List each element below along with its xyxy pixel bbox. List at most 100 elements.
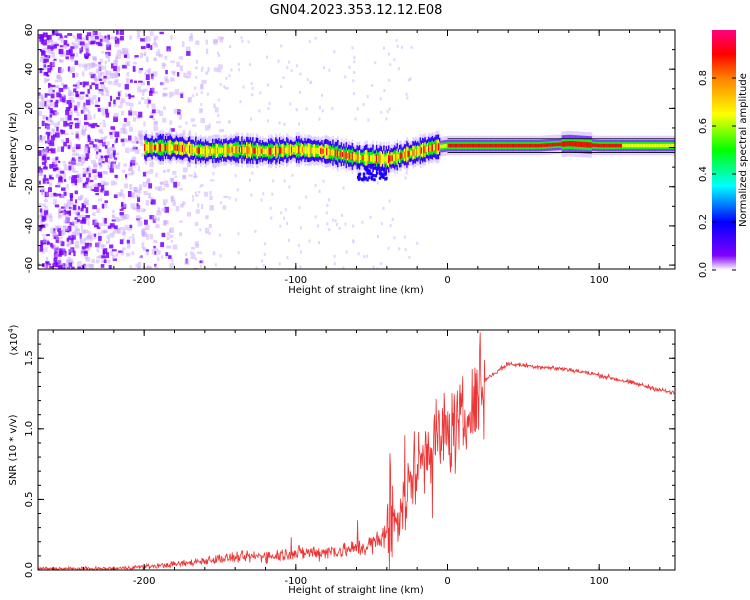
- spectrogram-noise-cell: [113, 80, 118, 86]
- spectrogram-cell: [333, 150, 336, 156]
- spectrogram-noise-cell: [145, 36, 151, 42]
- spectrogram-noise-cell: [71, 66, 75, 72]
- spectrogram-noise-cell: [63, 203, 69, 210]
- spectrogram-cell: [264, 148, 266, 155]
- spectrogram-noise-cell: [68, 249, 71, 256]
- spectrogram-cell: [511, 143, 514, 148]
- spectrogram-noise-cell: [52, 110, 57, 116]
- spectrogram-noise-cell: [41, 215, 47, 221]
- spectrogram-noise-cell: [154, 264, 157, 269]
- spectrogram-noise-cell: [57, 76, 63, 83]
- spectrogram-noise-cell: [98, 139, 104, 143]
- spectrogram-cell: [617, 143, 619, 148]
- spectrogram-noise-cell: [97, 198, 103, 202]
- spectrogram-noise-cell: [84, 242, 89, 249]
- spectrogram-cell: [515, 143, 518, 148]
- spectrogram-noise-cell: [63, 179, 67, 182]
- spectrogram-noise-cell: [109, 167, 114, 173]
- spectrogram-noise-cell: [74, 190, 78, 195]
- spectrogram-noise-cell: [291, 173, 294, 177]
- spectrogram-cell: [144, 143, 146, 152]
- spectrogram-noise-cell: [145, 249, 149, 256]
- spectrogram-noise-cell: [111, 162, 115, 169]
- spectrogram-noise-cell: [107, 147, 112, 154]
- spectrogram-cell: [190, 146, 192, 153]
- spectrogram-noise-cell: [65, 123, 70, 126]
- spectrogram-cell: [514, 143, 516, 148]
- spectrogram-cell: [338, 151, 340, 157]
- spectrogram-noise-cell: [47, 67, 51, 73]
- spectrogram-cell: [431, 144, 434, 152]
- spectrogram-cell: [208, 148, 211, 154]
- spectrogram-noise-cell: [97, 171, 102, 177]
- spectrogram-noise-cell: [51, 51, 55, 58]
- spectrogram-noise-cell: [69, 194, 73, 201]
- spectrogram-noise-cell: [38, 214, 43, 219]
- spectrogram-cell: [382, 176, 385, 180]
- spectrogram-cell: [266, 148, 269, 154]
- spectrogram-noise-cell: [199, 264, 202, 268]
- spectrogram-noise-cell: [213, 38, 219, 44]
- spectrogram-x-tick-label: -200: [133, 275, 156, 286]
- spectrogram-noise-cell: [170, 128, 175, 132]
- spectrogram-noise-cell: [333, 50, 336, 54]
- spectrogram-noise-cell: [123, 137, 128, 141]
- spectrogram-noise-cell: [219, 129, 225, 133]
- spectrogram-noise-cell: [63, 120, 68, 127]
- spectrogram-noise-cell: [72, 72, 75, 78]
- spectrogram-noise-cell: [69, 202, 73, 206]
- spectrogram-noise-cell: [167, 232, 170, 236]
- spectrogram-noise-cell: [50, 93, 55, 99]
- spectrogram-noise-cell: [163, 180, 169, 185]
- spectrogram-noise-cell: [113, 37, 117, 41]
- spectrogram-noise-cell: [129, 224, 133, 229]
- spectrogram-noise-cell: [67, 241, 70, 247]
- spectrogram-noise-cell: [43, 155, 46, 160]
- spectrogram-cell: [233, 146, 236, 153]
- spectrogram-noise-cell: [47, 93, 51, 96]
- spectrogram-cell: [242, 147, 245, 153]
- spectrogram-noise-cell: [224, 87, 229, 90]
- spectrogram-noise-cell: [342, 266, 345, 269]
- spectrogram-noise-cell: [278, 121, 281, 125]
- spectrogram-noise-cell: [212, 251, 216, 256]
- spectrogram-cell: [565, 141, 567, 147]
- spectrogram-cell: [354, 154, 356, 160]
- spectrogram-noise-cell: [138, 184, 143, 191]
- spectrogram-cell: [587, 142, 589, 148]
- spectrogram-noise-cell: [129, 126, 133, 132]
- spectrogram-noise-cell: [63, 84, 68, 89]
- spectrogram-noise-cell: [82, 130, 86, 137]
- spectrogram-cell: [409, 150, 412, 156]
- spectrogram-noise-cell: [56, 146, 61, 153]
- spectrogram-noise-cell: [236, 188, 239, 192]
- spectrogram-cell: [582, 141, 584, 148]
- spectrogram-noise-cell: [42, 203, 46, 208]
- spectrogram-cell: [525, 143, 527, 148]
- spectrogram-noise-cell: [129, 184, 133, 190]
- spectrogram-noise-cell: [83, 229, 88, 234]
- spectrogram-noise-cell: [166, 245, 171, 249]
- spectrogram-noise-cell: [87, 182, 90, 185]
- spectrogram-noise-cell: [163, 220, 168, 226]
- spectrogram-cell: [356, 175, 360, 179]
- spectrogram-noise-cell: [111, 72, 117, 79]
- spectrogram-noise-cell: [129, 102, 134, 107]
- spectrogram-noise-cell: [129, 161, 133, 167]
- spectrogram-noise-cell: [230, 68, 233, 72]
- spectrogram-noise-cell: [57, 37, 61, 41]
- spectrogram-noise-cell: [144, 72, 147, 75]
- spectrogram-noise-cell: [54, 30, 60, 34]
- spectrogram-noise-cell: [353, 60, 356, 64]
- spectrogram-cell: [250, 147, 253, 154]
- spectrogram-noise-cell: [159, 110, 164, 116]
- spectrogram-cell: [269, 148, 271, 155]
- spectrogram-noise-cell: [150, 45, 153, 50]
- spectrogram-y-axis-label: Frequency (Hz): [8, 112, 19, 188]
- spectrogram-noise-cell: [51, 39, 54, 43]
- spectrogram-noise-cell: [188, 35, 194, 42]
- spectrogram-noise-cell: [166, 236, 170, 241]
- spectrogram-noise-cell: [122, 237, 125, 241]
- spectrogram-noise-cell: [153, 35, 159, 40]
- spectrogram-noise-cell: [124, 84, 129, 90]
